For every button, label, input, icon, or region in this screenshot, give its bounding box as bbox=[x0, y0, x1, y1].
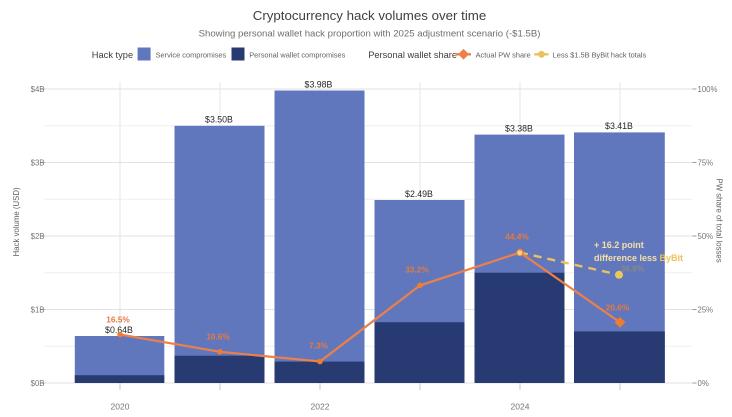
svg-text:Personal wallet compromises: Personal wallet compromises bbox=[249, 50, 345, 59]
svg-text:7.3%: 7.3% bbox=[309, 341, 329, 351]
svg-text:$1B: $1B bbox=[31, 305, 45, 314]
svg-text:Personal wallet share: Personal wallet share bbox=[368, 50, 457, 60]
svg-text:$2.49B: $2.49B bbox=[405, 189, 433, 199]
svg-text:100%: 100% bbox=[698, 85, 718, 94]
svg-text:Cryptocurrency hack volumes ov: Cryptocurrency hack volumes over time bbox=[253, 8, 487, 23]
svg-text:0%: 0% bbox=[698, 379, 709, 388]
svg-text:10.6%: 10.6% bbox=[206, 331, 230, 341]
svg-text:difference less ByBit: difference less ByBit bbox=[594, 253, 683, 263]
svg-text:+ 16.2 point: + 16.2 point bbox=[594, 240, 644, 250]
svg-text:2022: 2022 bbox=[311, 402, 330, 412]
svg-text:PW share of total losses: PW share of total losses bbox=[715, 179, 724, 263]
svg-text:$3.41B: $3.41B bbox=[605, 121, 633, 131]
svg-text:$3.98B: $3.98B bbox=[305, 79, 333, 89]
svg-text:Showing personal wallet hack p: Showing personal wallet hack proportion … bbox=[199, 28, 541, 39]
svg-text:2020: 2020 bbox=[111, 402, 130, 412]
svg-text:$4B: $4B bbox=[31, 85, 45, 94]
svg-text:$2B: $2B bbox=[31, 232, 45, 241]
svg-text:Service compromises: Service compromises bbox=[156, 50, 227, 59]
svg-text:Hack type: Hack type bbox=[92, 50, 133, 60]
svg-text:$0.64B: $0.64B bbox=[105, 325, 133, 335]
svg-text:25%: 25% bbox=[698, 305, 714, 314]
svg-text:2024: 2024 bbox=[511, 402, 530, 412]
svg-text:$3.38B: $3.38B bbox=[505, 123, 533, 133]
svg-text:50%: 50% bbox=[698, 232, 714, 241]
svg-text:Less $1.5B ByBit hack totals: Less $1.5B ByBit hack totals bbox=[553, 50, 647, 59]
svg-text:20.6%: 20.6% bbox=[606, 303, 630, 313]
svg-text:36.8%: 36.8% bbox=[621, 264, 645, 274]
svg-text:$0B: $0B bbox=[31, 379, 45, 388]
svg-text:33.2%: 33.2% bbox=[405, 264, 429, 274]
svg-text:$3.50B: $3.50B bbox=[205, 115, 233, 125]
svg-text:Actual PW share: Actual PW share bbox=[476, 50, 531, 59]
svg-text:16.5%: 16.5% bbox=[106, 315, 130, 325]
svg-text:44.4%: 44.4% bbox=[505, 232, 529, 242]
svg-text:75%: 75% bbox=[698, 158, 714, 167]
svg-text:$3B: $3B bbox=[31, 158, 45, 167]
svg-text:Hack volume (USD): Hack volume (USD) bbox=[12, 187, 21, 256]
